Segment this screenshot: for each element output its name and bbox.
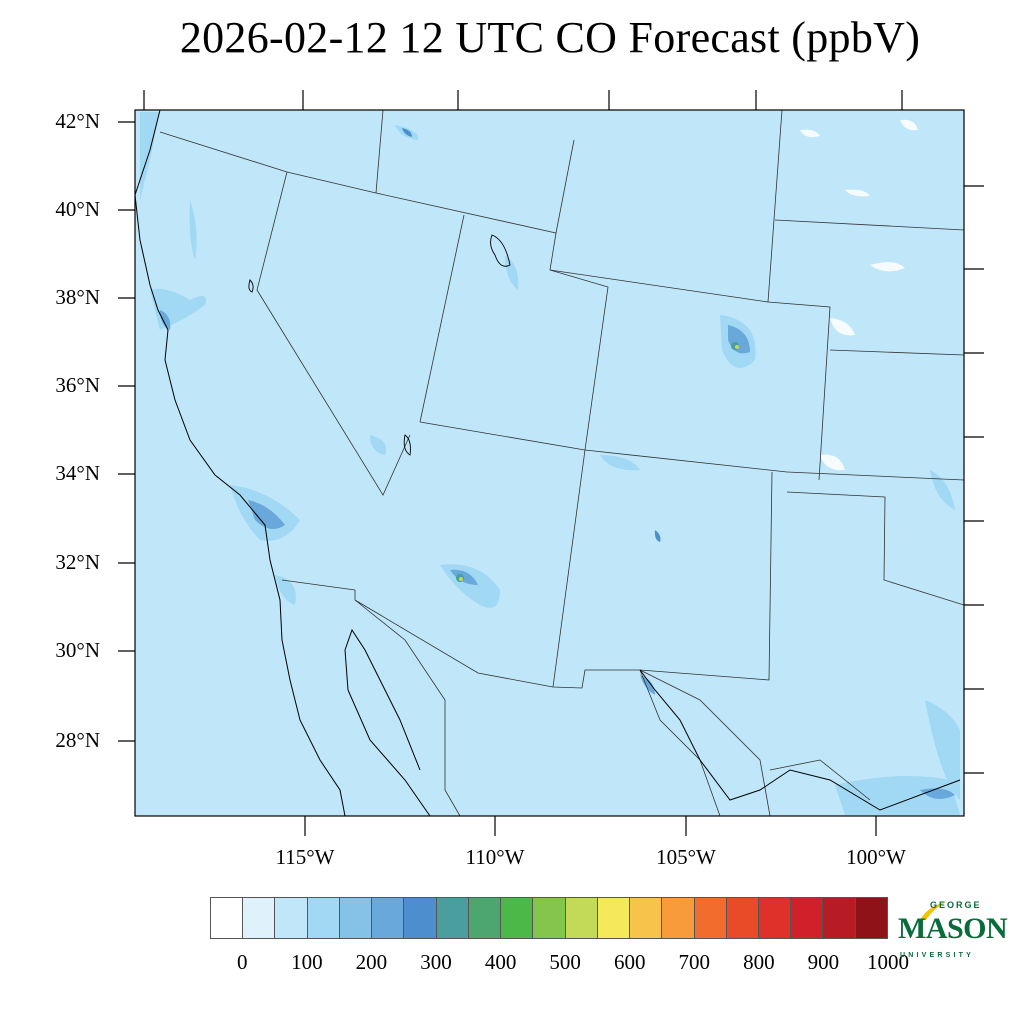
colorbar-box-7 [436, 898, 469, 938]
bottom-ticks [304, 816, 877, 836]
colorbar-label-100: 100 [291, 950, 323, 974]
lat-label-36n: 36°N [55, 373, 100, 397]
lon-label-105w: 105°W [656, 845, 716, 869]
top-ticks [143, 90, 903, 110]
colorbar-box-13 [630, 898, 663, 938]
colorbar-label-400: 400 [484, 950, 517, 974]
lakes [248, 234, 511, 456]
lat-label-38n: 38°N [55, 285, 100, 309]
colorbar-box-11 [565, 898, 598, 938]
map-title: 2026-02-12 12 UTC CO Forecast (ppbV) [179, 13, 921, 62]
lat-label-32n: 32°N [55, 550, 100, 574]
colorbar-box-14 [662, 898, 695, 938]
colorbar-box-19 [823, 898, 856, 938]
low-co-patches [800, 119, 918, 471]
colorbar-box-2 [275, 898, 308, 938]
lon-label-115w: 115°W [275, 845, 335, 869]
colorbar-label-1000: 1000 [867, 950, 909, 974]
colorbar-label-200: 200 [355, 950, 388, 974]
colorbar-label-900: 900 [807, 950, 840, 974]
logo-line-mason: MASON [898, 912, 1008, 945]
lat-label-40n: 40°N [55, 197, 100, 221]
colorbar-box-5 [372, 898, 405, 938]
colorbar-box-3 [307, 898, 340, 938]
colorbar-label-300: 300 [420, 950, 452, 974]
state-borders [159, 110, 964, 816]
map-frame [134, 109, 965, 817]
george-mason-logo: GEORGE MASON UNIVERSITY [898, 900, 1008, 970]
colorbar-box-6 [404, 898, 437, 938]
colorbar-box-15 [694, 898, 727, 938]
co-urban-cores [160, 128, 955, 799]
colorbar-box-8 [468, 898, 502, 938]
colorbar-box-4 [339, 898, 373, 938]
colorbar-box-17 [758, 898, 792, 938]
colorbar-label-500: 500 [549, 950, 581, 974]
colorbar-label-600: 600 [613, 950, 646, 974]
colorbar-box-12 [597, 898, 631, 938]
colorbar-box-10 [533, 898, 566, 938]
logo-line-university: UNIVERSITY [900, 952, 975, 959]
colorbar-box-20 [855, 898, 887, 938]
lon-label-110w: 110°W [465, 845, 525, 869]
colorbar-box-16 [726, 898, 759, 938]
right-ticks [964, 185, 984, 774]
colorbar-box-18 [791, 898, 824, 938]
coastline [135, 110, 961, 816]
lat-label-34n: 34°N [55, 461, 100, 485]
colorbar-label-800: 800 [743, 950, 775, 974]
colorbar [210, 897, 888, 939]
colorbar-label-700: 700 [678, 950, 711, 974]
logo-line-george: GEORGE [930, 900, 982, 910]
colorbar-label-0: 0 [237, 950, 248, 974]
lat-label-28n: 28°N [55, 728, 100, 752]
lat-label-30n: 30°N [55, 638, 100, 662]
colorbar-box-9 [501, 898, 534, 938]
lat-ticks [118, 121, 135, 742]
lat-label-42n: 42°N [55, 109, 100, 133]
colorbar-box-0 [211, 898, 244, 938]
lon-label-100w: 100°W [846, 845, 906, 869]
logo-swoosh-icon [920, 902, 946, 920]
colorbar-box-1 [243, 898, 276, 938]
